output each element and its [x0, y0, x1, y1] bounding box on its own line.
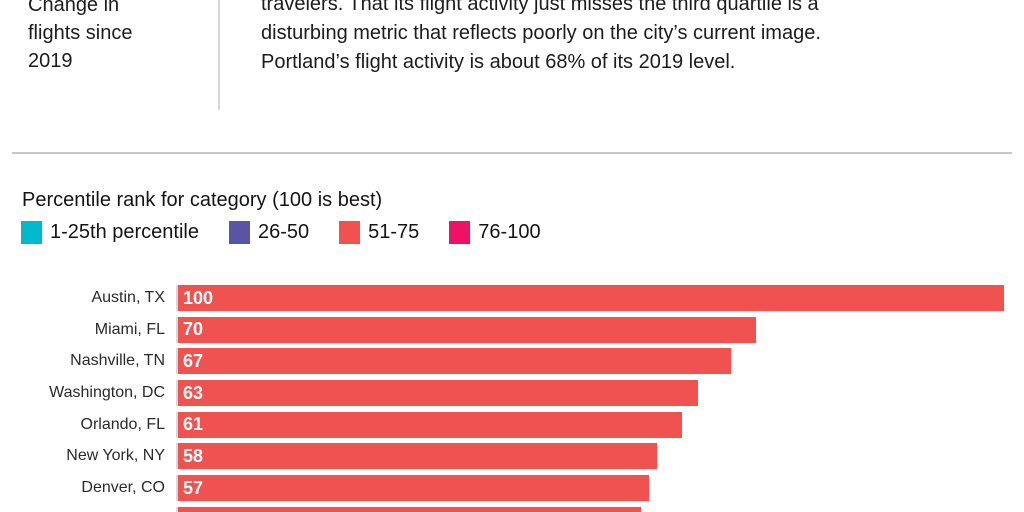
kicker-text: Change in flights since 2019: [28, 0, 133, 72]
bar-value-label: 100: [183, 287, 214, 308]
bar-area: 70: [176, 316, 1004, 343]
bar-value-label: 57: [183, 477, 204, 498]
bar-value-label: 63: [183, 382, 204, 403]
bar: 57: [178, 475, 649, 502]
bar-value-label: 58: [183, 445, 204, 466]
bar: 63: [178, 380, 699, 407]
bar-row: Orlando, FL 61: [0, 411, 1004, 438]
vertical-divider: [218, 0, 220, 110]
bar-row: Nashville, TN 67: [0, 348, 1004, 375]
legend-item: 26-50: [228, 221, 310, 244]
bar-category-label: Austin, TX: [91, 289, 165, 306]
bar-value-label: 67: [183, 350, 204, 371]
bar-area: 56: [176, 506, 1004, 512]
legend-label: 76-100: [478, 221, 541, 243]
bar: 67: [178, 348, 732, 375]
bar-value-label: 70: [183, 319, 204, 340]
bar: 61: [178, 411, 682, 438]
bar: 58: [178, 443, 658, 470]
bar-area: 57: [176, 475, 1004, 502]
bar-row: New York, NY 58: [0, 443, 1004, 470]
legend-label: 26-50: [257, 221, 310, 243]
bar-row: Miami, FL 70: [0, 316, 1004, 343]
legend-item: 51-75: [339, 221, 419, 244]
legend-label: 1-25th percentile: [50, 221, 199, 243]
bar-category-label: Nashville, TN: [70, 352, 165, 370]
legend-swatch-icon: [21, 221, 42, 244]
bar-value-label: 56: [178, 509, 203, 512]
bar-rows: Austin, TX 100 Miami, FL 70 Nashville, T…: [0, 285, 1024, 512]
bar-area: 100: [176, 285, 1004, 311]
legend-swatch-icon: [449, 221, 471, 244]
bar-area: 63: [176, 380, 1004, 407]
bar-row: Austin, TX 100: [0, 285, 1004, 311]
bar-area: 58: [176, 443, 1004, 470]
bar: 56: [178, 506, 641, 512]
horizontal-divider: [12, 152, 1012, 154]
chart-legend: 1-25th percentile 26-50 51-75 76-100: [21, 221, 541, 244]
legend-item: 76-100: [449, 221, 541, 244]
bar: 70: [178, 316, 757, 343]
legend-swatch-icon: [339, 221, 361, 244]
bar-area: 67: [176, 348, 1004, 375]
bar-row: Denver, CO 57: [0, 475, 1004, 502]
bar-value-label: 61: [183, 414, 204, 435]
bar-category-label: Denver, CO: [81, 479, 165, 497]
bar: 100: [178, 285, 1004, 311]
chart-title: Percentile rank for category (100 is bes…: [22, 189, 383, 211]
article-paragraph: travelers. That its flight activity just…: [261, 0, 821, 73]
legend-swatch-icon: [228, 221, 250, 244]
bar-category-label: Washington, DC: [49, 384, 165, 402]
legend-label: 51-75: [368, 221, 420, 243]
bar-category-label: Orlando, FL: [80, 415, 165, 433]
bar-row: Washington, DC 63: [0, 380, 1004, 407]
bar-row: 56: [0, 506, 1004, 512]
bar-category-label: [0, 507, 165, 512]
bar-category-label: New York, NY: [66, 447, 165, 465]
bar-area: 61: [176, 411, 1004, 438]
legend-item: 1-25th percentile: [21, 221, 199, 244]
bar-category-label: Miami, FL: [94, 320, 165, 338]
